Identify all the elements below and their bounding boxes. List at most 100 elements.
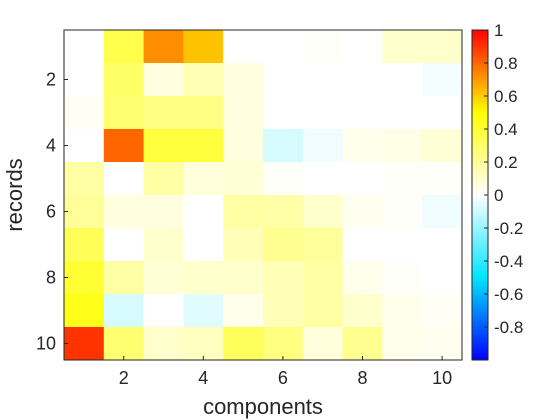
colorbar-tick-label: 1: [494, 21, 503, 40]
heatmap-cell: [223, 30, 264, 64]
heatmap-cell: [103, 96, 144, 130]
heatmap-cell: [302, 96, 343, 130]
heatmap-cell: [342, 228, 383, 262]
heatmap-cell: [103, 30, 144, 64]
heatmap-cell: [382, 96, 423, 130]
heatmap-cell: [342, 327, 383, 361]
heatmap-cell: [342, 63, 383, 97]
heatmap-cell: [422, 96, 463, 130]
heatmap-cell: [143, 228, 184, 262]
y-tick-label: 10: [36, 334, 56, 354]
heatmap-cell: [422, 228, 463, 262]
colorbar-tick-label: -0.2: [494, 219, 523, 238]
heatmap-cell: [143, 129, 184, 163]
heatmap-cell: [183, 129, 224, 163]
heatmap-cell: [143, 162, 184, 196]
heatmap-cell: [223, 228, 264, 262]
heatmap-cell: [143, 63, 184, 97]
x-tick-label: 2: [119, 368, 129, 388]
heatmap-cell: [422, 294, 463, 328]
heatmap-cell: [382, 228, 423, 262]
heatmap-cell: [263, 30, 304, 64]
colorbar-tick-label: -0.8: [494, 318, 523, 337]
heatmap-cell: [263, 96, 304, 130]
heatmap-cell: [183, 30, 224, 64]
heatmap-cell: [422, 30, 463, 64]
colorbar-tick-label: -0.4: [494, 252, 523, 271]
heatmap-cell: [382, 195, 423, 229]
heatmap-cell: [342, 96, 383, 130]
heatmap-cell: [143, 195, 184, 229]
heatmap-cell: [223, 129, 264, 163]
heatmap-cell: [422, 162, 463, 196]
heatmap-cell: [382, 162, 423, 196]
heatmap-cell: [302, 195, 343, 229]
heatmap-cell: [64, 261, 105, 295]
heatmap-cell: [183, 228, 224, 262]
colorbar-tick-label: 0.4: [494, 120, 518, 139]
heatmap-cell: [342, 294, 383, 328]
x-tick-label: 8: [357, 368, 367, 388]
heatmap-cell: [263, 294, 304, 328]
heatmap-cell: [183, 327, 224, 361]
colorbar-tick-label: 0.8: [494, 54, 518, 73]
y-tick-label: 8: [46, 268, 56, 288]
heatmap-cell: [64, 228, 105, 262]
heatmap-cell: [183, 294, 224, 328]
heatmap-cell: [64, 195, 105, 229]
heatmap-cell: [64, 30, 105, 64]
heatmap-cell: [183, 195, 224, 229]
heatmap-cell: [183, 63, 224, 97]
heatmap-cell: [342, 30, 383, 64]
x-tick-label: 10: [432, 368, 452, 388]
heatmap-cell: [302, 129, 343, 163]
heatmap-cell: [263, 327, 304, 361]
heatmap-cell: [263, 195, 304, 229]
heatmap-cell: [302, 228, 343, 262]
heatmap-cell: [422, 195, 463, 229]
heatmap-cell: [223, 96, 264, 130]
heatmap-cell: [263, 129, 304, 163]
heatmap-cell: [263, 162, 304, 196]
y-axis-label: records: [2, 158, 27, 231]
heatmap-cell: [422, 63, 463, 97]
plot-frame: [63, 29, 463, 361]
heatmap-cell: [223, 327, 264, 361]
colorbar-tick-label: 0: [494, 186, 503, 205]
heatmap-cell: [143, 261, 184, 295]
heatmap-cell: [302, 63, 343, 97]
heatmap-cell: [183, 96, 224, 130]
heatmap-cell: [302, 162, 343, 196]
heatmap-cell: [422, 327, 463, 361]
x-axis-label: components: [203, 394, 323, 419]
heatmap-cell: [382, 294, 423, 328]
heatmap-cell: [103, 63, 144, 97]
heatmap-cell: [302, 294, 343, 328]
heatmap-cell: [143, 327, 184, 361]
heatmap-cell: [342, 129, 383, 163]
heatmap-cell: [64, 294, 105, 328]
heatmap-cell: [143, 30, 184, 64]
heatmap-cell: [382, 327, 423, 361]
colorbar-tick-label: 0.6: [494, 87, 518, 106]
heatmap-cell: [342, 195, 383, 229]
heatmap-cell: [302, 30, 343, 64]
heatmap-cell: [64, 162, 105, 196]
heatmap-cell: [263, 228, 304, 262]
heatmap-cell: [103, 129, 144, 163]
heatmap-cell: [103, 261, 144, 295]
heatmap-cell: [223, 261, 264, 295]
heatmap-cell: [382, 63, 423, 97]
y-tick-label: 2: [46, 70, 56, 90]
y-tick-label: 4: [46, 136, 56, 156]
y-tick-label: 6: [46, 202, 56, 222]
x-axis-ticks: 2 4 6 8 10: [119, 356, 452, 388]
heatmap-cell: [263, 261, 304, 295]
heatmap-cell: [223, 162, 264, 196]
heatmap-cell: [64, 96, 105, 130]
heatmap-cell: [143, 96, 184, 130]
heatmap-cell: [64, 129, 105, 163]
heatmap-cell: [263, 63, 304, 97]
heatmap-cell: [422, 129, 463, 163]
heatmap-cell: [143, 294, 184, 328]
